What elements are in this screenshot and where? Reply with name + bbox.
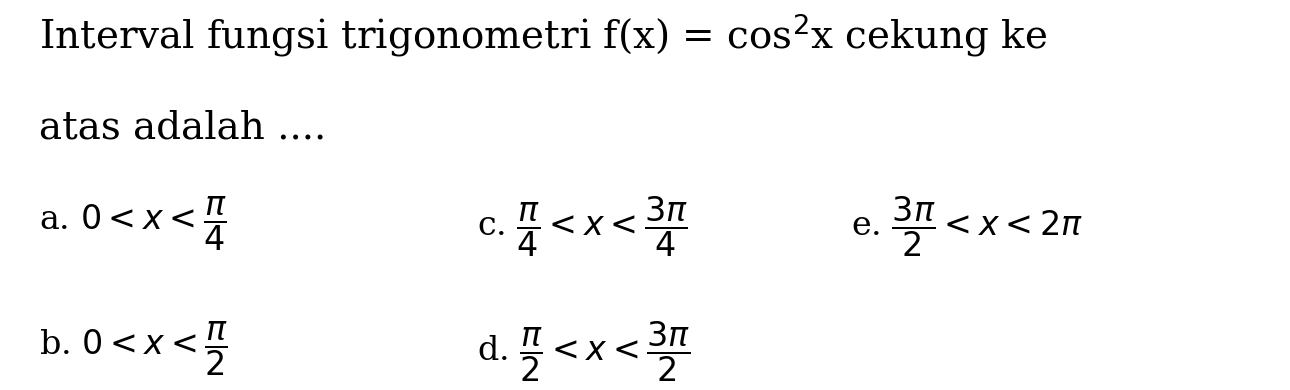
- Text: Interval fungsi trigonometri f(x) = cos$^2$x cekung ke: Interval fungsi trigonometri f(x) = cos$…: [39, 12, 1046, 59]
- Text: c. $\dfrac{\pi}{4} < x < \dfrac{3\pi}{4}$: c. $\dfrac{\pi}{4} < x < \dfrac{3\pi}{4}…: [477, 195, 688, 259]
- Text: a. $0 < x < \dfrac{\pi}{4}$: a. $0 < x < \dfrac{\pi}{4}$: [39, 195, 226, 254]
- Text: atas adalah ....: atas adalah ....: [39, 109, 326, 146]
- Text: e. $\dfrac{3\pi}{2} < x < 2\pi$: e. $\dfrac{3\pi}{2} < x < 2\pi$: [851, 195, 1084, 259]
- Text: d. $\dfrac{\pi}{2} < x < \dfrac{3\pi}{2}$: d. $\dfrac{\pi}{2} < x < \dfrac{3\pi}{2}…: [477, 320, 690, 384]
- Text: b. $0 < x < \dfrac{\pi}{2}$: b. $0 < x < \dfrac{\pi}{2}$: [39, 320, 228, 378]
